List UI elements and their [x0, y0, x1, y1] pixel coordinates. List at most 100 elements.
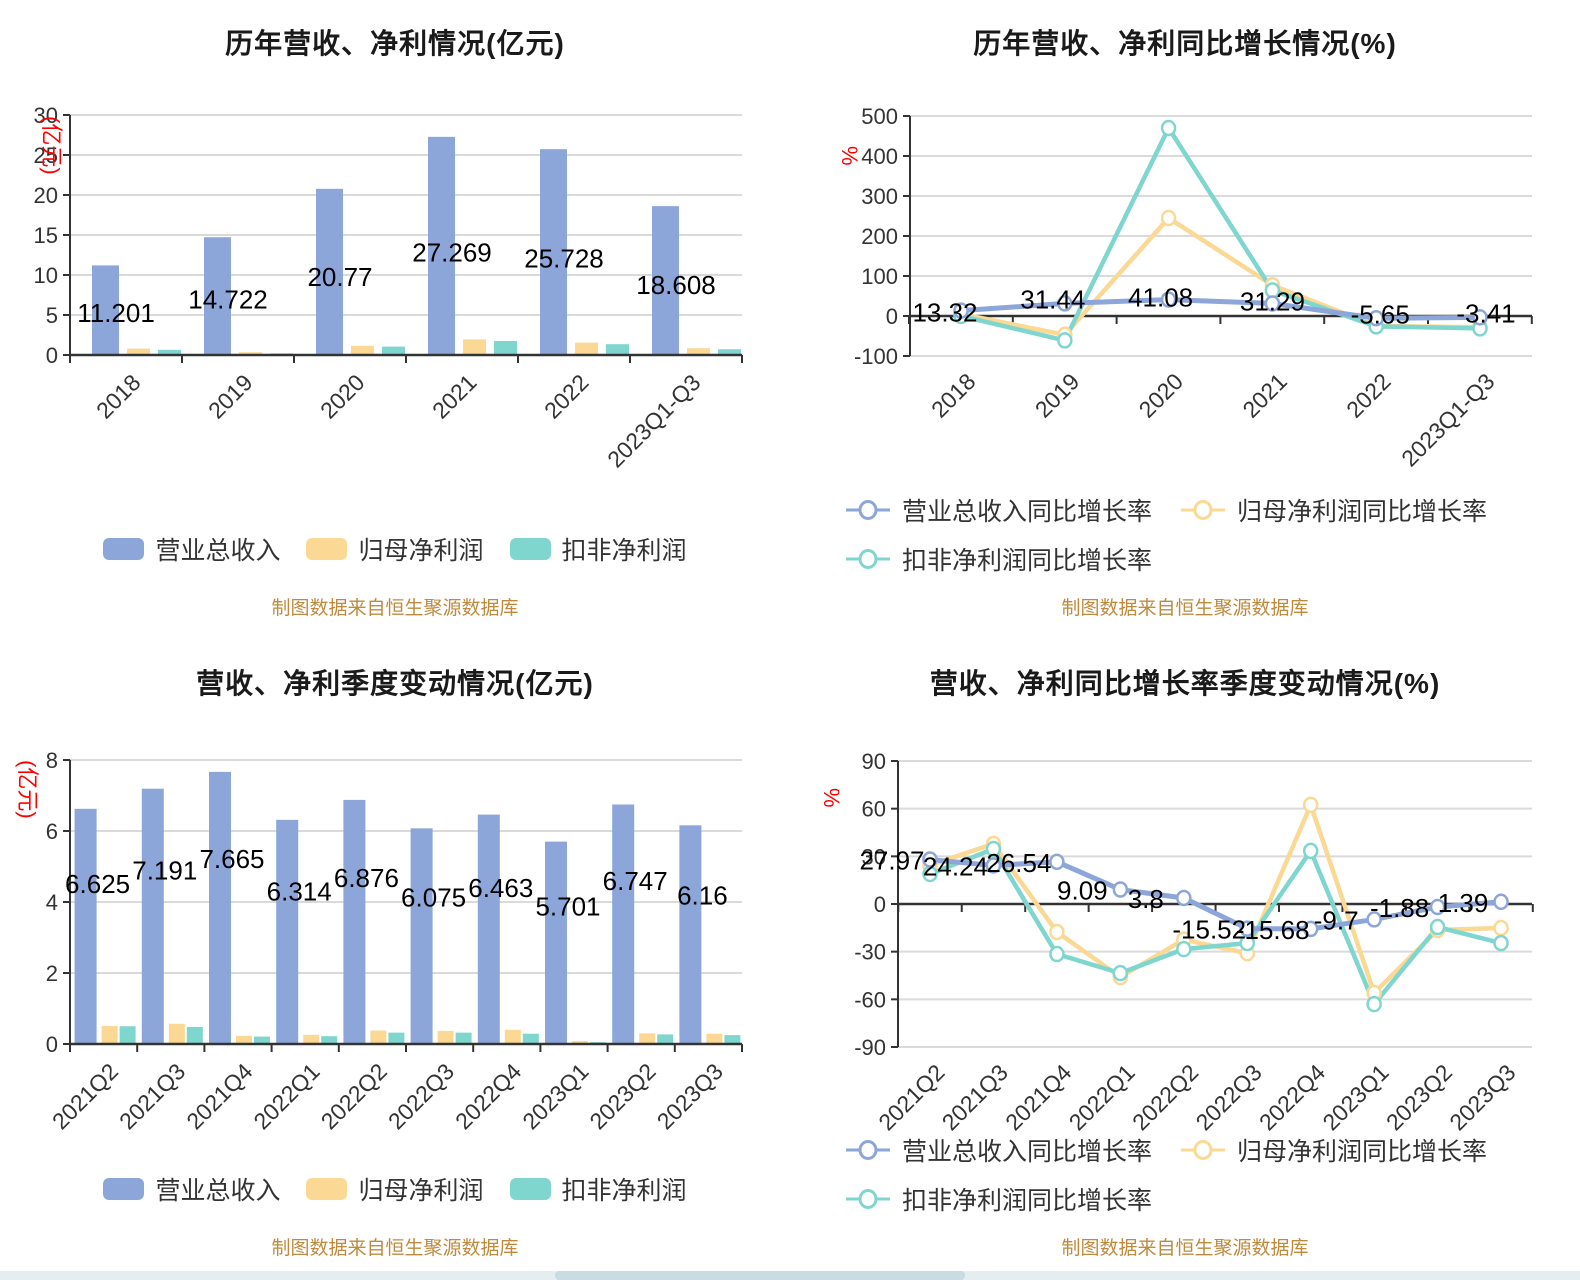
legend-item-revenue[interactable]: 营业总收入: [103, 1171, 280, 1207]
point-net-profit[interactable]: [1493, 919, 1509, 937]
legend: 营业总收入同比增长率 归母净利润同比增长率 扣非净利润同比增长率: [845, 1132, 1555, 1230]
legend-item-net-profit[interactable]: 归母净利润: [306, 1171, 484, 1207]
legend-item-net-profit-growth[interactable]: 归母净利润同比增长率: [1180, 1132, 1487, 1168]
point-deducted-profit[interactable]: [1493, 934, 1509, 952]
bar-revenue[interactable]: [545, 841, 567, 1044]
point-revenue[interactable]: [922, 851, 938, 868]
horizontal-scrollbar[interactable]: [0, 1271, 1580, 1280]
annual-growth-chart: -100 0 100 200 300 400 500% 2018 2019 2020 2021 202…: [837, 104, 1533, 472]
bar-revenue[interactable]: [276, 819, 299, 1044]
bar-net-profit[interactable]: [575, 342, 598, 355]
bar-revenue[interactable]: [209, 771, 231, 1044]
bar-net-profit[interactable]: [303, 1034, 320, 1044]
point-deducted-profit[interactable]: [1176, 940, 1192, 958]
bar-net-profit[interactable]: [351, 345, 374, 355]
bar-net-profit[interactable]: [463, 339, 486, 355]
bar-deducted-profit[interactable]: [321, 1036, 338, 1044]
point-revenue[interactable]: [985, 857, 1002, 874]
point-net-profit[interactable]: [1049, 923, 1065, 941]
point-revenue[interactable]: [1302, 920, 1319, 938]
bar-revenue[interactable]: [679, 825, 702, 1044]
x-tick-label: 2021Q4: [1000, 1059, 1076, 1135]
bar-revenue[interactable]: [92, 265, 119, 355]
point-revenue[interactable]: [1368, 310, 1384, 327]
legend-item-deducted-profit-growth[interactable]: 扣非净利润同比增长率: [845, 541, 1152, 577]
bar-net-profit[interactable]: [706, 1033, 723, 1044]
bar-revenue[interactable]: [540, 149, 567, 355]
bar-revenue[interactable]: [141, 788, 164, 1044]
point-revenue[interactable]: [1264, 295, 1281, 312]
bar-net-profit[interactable]: [370, 1030, 387, 1044]
point-revenue[interactable]: [1049, 853, 1065, 871]
legend-item-net-profit[interactable]: 归母净利润: [306, 531, 484, 567]
point-deducted-profit[interactable]: [1160, 119, 1177, 137]
bar-net-profit[interactable]: [687, 348, 710, 355]
point-deducted-profit[interactable]: [1112, 964, 1129, 982]
bar-deducted-profit[interactable]: [254, 1036, 270, 1044]
x-tick-label: 2021Q3: [114, 1058, 190, 1134]
bar-deducted-profit[interactable]: [186, 1026, 203, 1044]
legend-label: 归母净利润同比增长率: [1237, 1138, 1488, 1166]
bar-revenue[interactable]: [410, 828, 433, 1044]
bar-deducted-profit[interactable]: [657, 1034, 674, 1044]
legend-item-revenue-growth[interactable]: 营业总收入同比增长率: [845, 492, 1152, 528]
bar-deducted-profit[interactable]: [455, 1032, 472, 1044]
bar-net-profit[interactable]: [127, 348, 150, 355]
bar-revenue[interactable]: [74, 808, 97, 1044]
bar-deducted-profit[interactable]: [158, 349, 181, 355]
bar-revenue[interactable]: [343, 799, 366, 1044]
bar-deducted-profit[interactable]: [494, 341, 517, 355]
point-deducted-profit[interactable]: [1057, 332, 1073, 349]
bar-net-profit[interactable]: [437, 1030, 454, 1044]
bar-net-profit[interactable]: [239, 352, 262, 355]
bar-revenue[interactable]: [428, 136, 455, 355]
bar-deducted-profit[interactable]: [119, 1026, 136, 1044]
point-revenue[interactable]: [953, 302, 969, 319]
point-revenue[interactable]: [1176, 889, 1192, 907]
legend-item-deducted-profit[interactable]: 扣非净利润: [509, 531, 687, 567]
legend-item-deducted-profit[interactable]: 扣非净利润: [509, 1171, 687, 1207]
bar-deducted-profit[interactable]: [382, 346, 405, 355]
bar-deducted-profit[interactable]: [718, 349, 741, 355]
point-revenue[interactable]: [1472, 309, 1488, 326]
bar-revenue[interactable]: [612, 804, 635, 1044]
legend-label: 营业总收入: [155, 1177, 281, 1205]
legend-item-revenue[interactable]: 营业总收入: [103, 531, 280, 567]
point-revenue[interactable]: [1429, 898, 1446, 916]
point-revenue[interactable]: [1239, 920, 1255, 937]
bar-revenue[interactable]: [652, 206, 679, 355]
point-deducted-profit[interactable]: [1366, 995, 1382, 1013]
bar-deducted-profit[interactable]: [724, 1035, 741, 1044]
bar-deducted-profit[interactable]: [522, 1033, 539, 1044]
point-deducted-profit[interactable]: [1429, 918, 1446, 936]
legend-item-net-profit-growth[interactable]: 归母净利润同比增长率: [1180, 492, 1487, 528]
bar-net-profit[interactable]: [101, 1025, 118, 1044]
point-revenue[interactable]: [1112, 881, 1129, 898]
point-revenue[interactable]: [1160, 291, 1177, 308]
deducted-profit-growth-line: [958, 125, 1483, 343]
bar-net-profit[interactable]: [572, 1041, 588, 1044]
point-net-profit[interactable]: [1160, 209, 1177, 227]
bar-net-profit[interactable]: [639, 1033, 656, 1044]
bar-revenue[interactable]: [204, 237, 231, 355]
point-deducted-profit[interactable]: [1049, 945, 1065, 963]
bar-deducted-profit[interactable]: [606, 344, 629, 355]
value-label: 31.29: [1240, 286, 1305, 316]
point-deducted-profit[interactable]: [985, 840, 1002, 858]
scrollbar-thumb[interactable]: [555, 1271, 965, 1280]
legend-item-revenue-growth[interactable]: 营业总收入同比增长率: [845, 1132, 1152, 1168]
legend-item-deducted-profit-growth[interactable]: 扣非净利润同比增长率: [845, 1181, 1152, 1217]
bar-revenue[interactable]: [316, 188, 343, 355]
point-revenue[interactable]: [1493, 893, 1509, 911]
x-tick-label: 2021Q2: [873, 1059, 949, 1135]
point-net-profit[interactable]: [1302, 796, 1319, 814]
point-deducted-profit[interactable]: [1302, 842, 1319, 860]
point-revenue[interactable]: [1366, 911, 1382, 928]
bar-net-profit[interactable]: [168, 1023, 185, 1044]
bar-deducted-profit[interactable]: [388, 1032, 405, 1044]
bar-revenue[interactable]: [477, 814, 500, 1044]
bar-net-profit[interactable]: [504, 1029, 521, 1044]
x-tick-label: 2022Q3: [383, 1058, 459, 1134]
bar-net-profit[interactable]: [236, 1035, 252, 1044]
point-revenue[interactable]: [1057, 295, 1073, 312]
